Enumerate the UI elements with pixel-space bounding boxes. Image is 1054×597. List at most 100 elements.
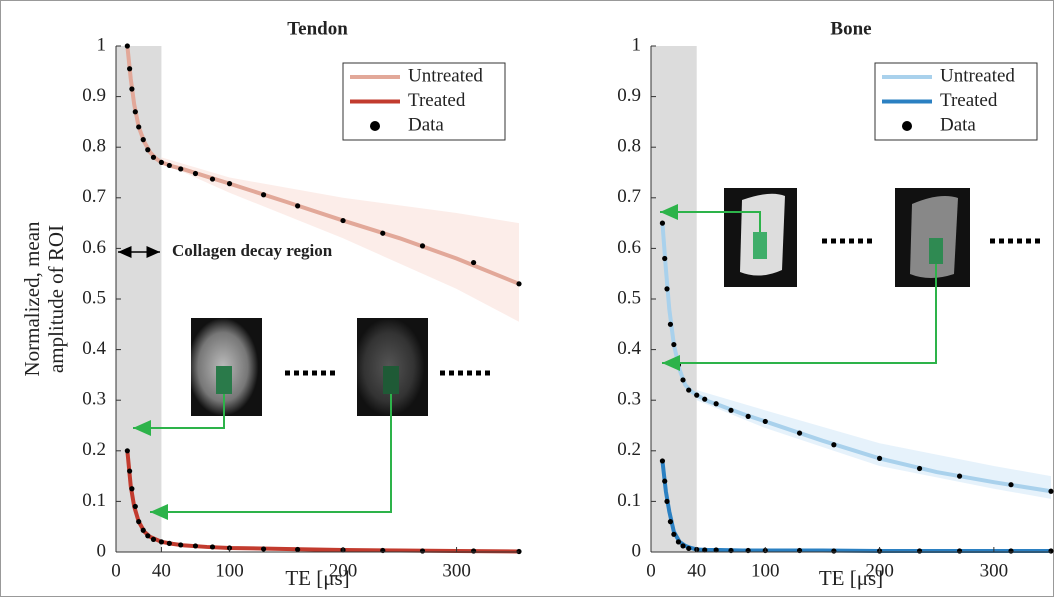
- x-tick-label: 100: [751, 560, 780, 581]
- data-point: [471, 548, 476, 553]
- data-point: [917, 548, 922, 553]
- legend: UntreatedTreatedData: [875, 63, 1037, 140]
- data-point: [178, 542, 183, 547]
- data-point: [127, 66, 132, 71]
- y-tick-label: 0.5: [82, 287, 106, 308]
- y-tick-label: 0.4: [82, 338, 106, 359]
- data-point: [831, 442, 836, 447]
- data-point: [728, 408, 733, 413]
- y-tick-label: 0.9: [82, 85, 106, 106]
- data-point: [340, 218, 345, 223]
- page: {"chart_data": [ {"type": "line", "title…: [0, 0, 1054, 597]
- data-point: [1048, 489, 1053, 494]
- data-point: [1008, 548, 1013, 553]
- data-point: [676, 539, 681, 544]
- y-tick-label: 0.6: [82, 237, 106, 258]
- data-point: [167, 541, 172, 546]
- data-point: [295, 547, 300, 552]
- data-point: [151, 537, 156, 542]
- data-point: [295, 203, 300, 208]
- legend-label: Data: [408, 114, 444, 135]
- x-tick-label: 0: [646, 560, 656, 581]
- data-point: [702, 397, 707, 402]
- chart-title: Bone: [830, 18, 871, 39]
- data-point: [193, 171, 198, 176]
- x-tick-label: 300: [980, 560, 1009, 581]
- data-point: [125, 43, 130, 48]
- data-point: [145, 533, 150, 538]
- roi: [929, 238, 943, 264]
- y-axis-label: amplitude of ROI: [44, 225, 68, 373]
- roi: [753, 232, 767, 259]
- data-point: [227, 181, 232, 186]
- y-tick-label: 0.7: [82, 186, 106, 207]
- roi: [383, 366, 399, 394]
- y-tick-label: 0.8: [82, 136, 106, 157]
- data-point: [668, 322, 673, 327]
- data-point: [763, 419, 768, 424]
- y-tick-label: 0.7: [617, 186, 641, 207]
- y-tick-label: 0.1: [617, 490, 641, 511]
- data-point: [957, 548, 962, 553]
- data-point: [686, 546, 691, 551]
- data-point: [662, 479, 667, 484]
- data-point: [662, 256, 667, 261]
- data-point: [797, 430, 802, 435]
- data-point: [159, 539, 164, 544]
- x-tick-label: 300: [442, 560, 471, 581]
- y-tick-label: 0.3: [82, 389, 106, 410]
- data-point: [714, 401, 719, 406]
- data-point: [1008, 482, 1013, 487]
- data-point: [957, 474, 962, 479]
- data-point: [917, 466, 922, 471]
- y-tick-label: 0.1: [82, 490, 106, 511]
- data-point: [127, 468, 132, 473]
- bone-shape: [910, 196, 958, 278]
- y-tick-label: 0: [632, 540, 642, 561]
- data-point: [178, 166, 183, 171]
- x-tick-label: 40: [152, 560, 171, 581]
- data-point: [136, 124, 141, 129]
- data-point: [129, 86, 134, 91]
- data-point: [1048, 548, 1053, 553]
- data-point: [141, 137, 146, 142]
- data-point: [660, 458, 665, 463]
- data-point: [133, 109, 138, 114]
- data-point: [159, 160, 164, 165]
- y-tick-label: 0.2: [617, 439, 641, 460]
- y-tick-label: 0.4: [617, 338, 641, 359]
- legend-label: Treated: [940, 90, 998, 111]
- data-point: [471, 260, 476, 265]
- data-point: [686, 387, 691, 392]
- figure: 00.10.20.30.40.50.60.70.80.9104010020030…: [0, 0, 1054, 597]
- x-tick-label: 0: [111, 560, 121, 581]
- data-point: [420, 243, 425, 248]
- data-point: [664, 286, 669, 291]
- data-point: [380, 231, 385, 236]
- data-point: [831, 548, 836, 553]
- data-point: [129, 486, 134, 491]
- data-point: [668, 519, 673, 524]
- legend-swatch: [902, 121, 912, 131]
- y-tick-label: 0.3: [617, 389, 641, 410]
- data-point: [680, 377, 685, 382]
- x-tick-label: 100: [215, 560, 244, 581]
- data-point: [420, 548, 425, 553]
- data-point: [671, 532, 676, 537]
- data-point: [680, 543, 685, 548]
- data-point: [694, 393, 699, 398]
- data-point: [261, 546, 266, 551]
- data-point: [210, 176, 215, 181]
- data-point: [125, 448, 130, 453]
- data-point: [167, 163, 172, 168]
- data-point: [151, 155, 156, 160]
- x-axis-label: TE [μs]: [285, 566, 349, 590]
- annotation: Collagen decay region: [172, 241, 333, 260]
- data-point: [133, 504, 138, 509]
- data-point: [877, 456, 882, 461]
- legend-label: Treated: [408, 90, 466, 111]
- shaded-region: [651, 46, 697, 552]
- y-tick-label: 0.5: [617, 287, 641, 308]
- data-point: [516, 281, 521, 286]
